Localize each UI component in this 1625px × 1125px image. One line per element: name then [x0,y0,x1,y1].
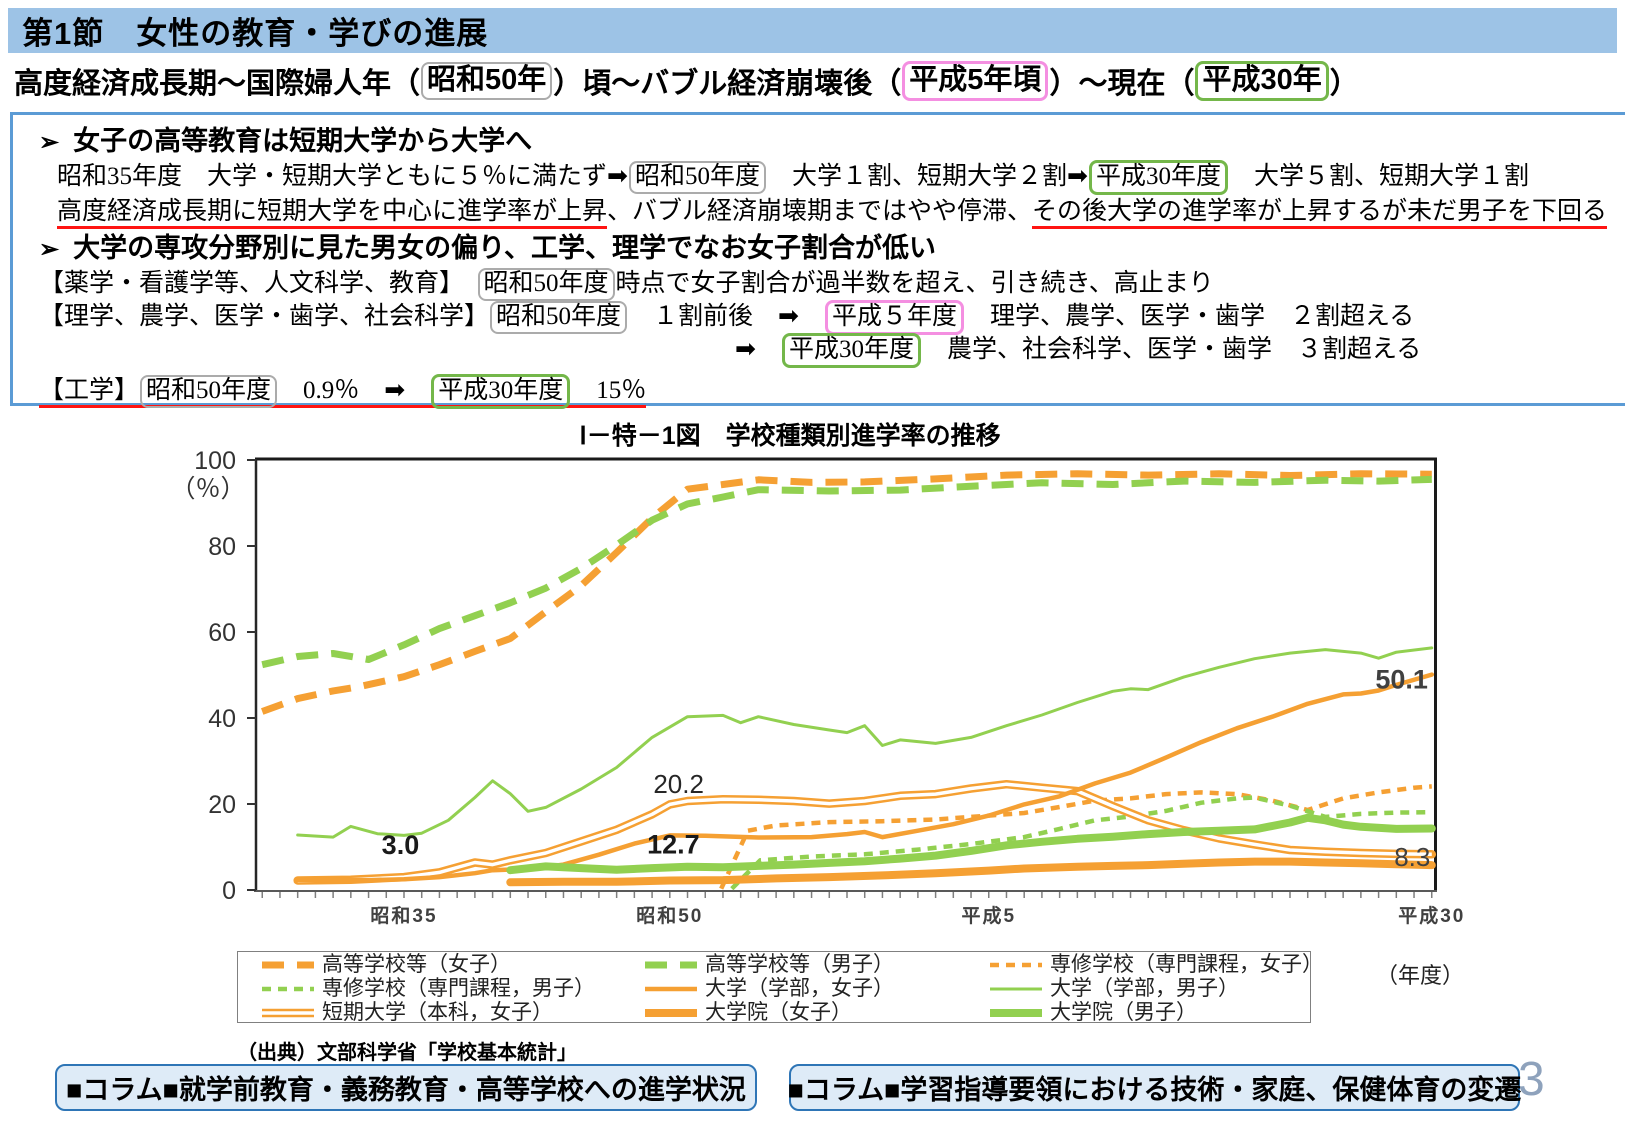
legend-swatch-univ-m [988,979,1044,995]
chart-source: （出典）文部科学省「学校基本統計」 [237,1042,577,1064]
y-tick-label: 80 [208,533,236,561]
legend-item: 大学（学部，男子） [988,972,1334,1002]
legend-swatch-grad-f [643,1003,699,1019]
page-number: 3 [1518,1053,1545,1106]
legend-item: 専修学校（専門課程，女子） [988,948,1334,978]
legend-swatch-hs-m [643,955,699,971]
era-box: 平成５年度 [825,300,965,335]
era-box: 平成30年度 [1088,160,1228,195]
legend-line-sample [262,986,314,992]
column-note-1: ■コラム■就学前教育・義務教育・高等学校への進学状況 [55,1064,757,1111]
era-box: 昭和50年度 [628,161,766,194]
legend-item: 短期大学（本科，女子） [260,996,643,1026]
right-arrow-icon: ➡ [1067,162,1088,190]
chart-series-grad_m [506,813,1436,875]
right-arrow-icon: ➡ [735,335,756,363]
legend-swatch-jc-f [260,1003,316,1019]
legend-line-sample [262,1008,314,1018]
bullet-2: ➢ 大学の専攻分野別に見た男女の偏り、工学、理学でなお女子割合が低い [39,233,937,263]
y-tick-label: 0 [222,877,236,905]
arrow-bullet-icon: ➢ [39,129,60,156]
legend-line-sample [645,986,697,992]
summary-box: ➢ 女子の高等教育は短期大学から大学へ 昭和35年度 大学・短期大学ともに５％に満… [10,112,1625,409]
red-underlined-text: 高度経済成長期に短期大学を中心に進学率が上昇 [57,198,608,229]
legend-line-sample [990,987,1042,991]
summary-line-2: 昭和35年度 大学・短期大学ともに５％に満たず➡ 昭和50年度 大学１割、短期大学… [57,160,1625,195]
summary-line-3: 高度経済成長期に短期大学を中心に進学率が上昇、バブル経済崩壊期まではやや停滞、そ… [57,193,1625,230]
era-box: 昭和50年度 [140,375,278,408]
right-arrow-icon: ➡ [607,162,628,190]
y-tick-label: 20 [208,791,236,819]
line-chart: 100806040200（％）昭和35（1960）昭和50（1975）平成5（1… [170,447,1465,925]
summary-line-6: 【理学、農学、医学・歯学、社会科学】 昭和50年度 １割前後 ➡ 平成５年度 理学… [39,300,1625,335]
legend-item: 高等学校等（男子） [643,948,988,978]
era-box-heisei5: 平成5年頃 [902,61,1049,101]
column-note-2: ■コラム■学習指導要領における技術・家庭、保健体育の変遷 [788,1064,1521,1111]
legend-line-sample [262,961,314,969]
red-underlined-text: 【工学】 昭和50年度 0.9％ ➡ 平成30年度 15％ [39,374,647,409]
legend-swatch-grad-m [988,1003,1044,1019]
section-title: 第1節 女性の教育・学びの進展 [22,16,489,51]
data-label-20.2: 20.2 [653,769,704,799]
chart-series-univ_m [296,646,1434,839]
y-axis-unit: （％） [170,475,245,503]
era-box: 昭和50年度 [490,301,628,334]
y-tick-label: 40 [208,705,236,733]
subtitle-text: 高度経済成長期～国際婦人年（ [14,68,421,100]
arrow-bullet-icon: ➢ [39,236,60,263]
era-box-showa50: 昭和50年 [421,62,553,100]
era-box: 昭和50年度 [477,268,615,301]
legend-line-sample [990,962,1042,968]
legend-item: 高等学校等（女子） [260,948,643,978]
right-arrow-icon: ➡ [778,302,799,330]
legend-swatch-senshu-f [988,955,1044,971]
legend-line-sample [645,961,697,969]
legend-item: 大学（学部，女子） [643,972,988,1002]
x-tick-label: 昭和35 [370,904,437,925]
chart-series-hs_f [261,470,1432,715]
era-box: 平成30年度 [781,333,921,368]
summary-line-7: ➡ 平成30年度 農学、社会科学、医学・歯学 ３割超える [735,333,1625,368]
legend-item: 大学院（男子） [988,996,1334,1026]
era-box-heisei30: 平成30年 [1195,61,1329,101]
x-axis-unit-label: （年度） [1376,963,1465,988]
chart-legend: 高等学校等（女子） 高等学校等（男子） 専修学校（専門課程，女子） 専修学校（専… [237,948,1323,1026]
chart-title: Ⅰ－特－1図 学校種類別進学率の推移 [579,422,1001,450]
data-label-3.0: 3.0 [382,830,420,860]
x-tick-label: 昭和50 [636,904,703,925]
legend-swatch-hs-f [260,955,316,971]
summary-line-5: 【薬学・看護学等、人文科学、教育】 昭和50年度 時点で女子割合が過半数を超え、引… [39,267,1625,301]
era-box: 平成30年度 [431,374,571,409]
legend-line-sample [645,1009,697,1017]
x-tick-label: 平成30 [1398,904,1465,925]
legend-item: 大学院（女子） [643,996,988,1026]
red-underlined-text: その後大学の進学率が上昇するが未だ男子を下回る [1032,198,1608,229]
period-subtitle: 高度経済成長期～国際婦人年（ 昭和50年 ）頃～バブル経済崩壊後（ 平成5年頃 ）～現在… [14,57,1614,105]
legend-item: 専修学校（専門課程，男子） [260,972,643,1002]
y-tick-label: 100 [194,447,236,475]
legend-line-sample [990,1009,1042,1017]
section-title-bar: 第1節 女性の教育・学びの進展 [8,8,1617,53]
data-label-12.7: 12.7 [647,829,700,859]
x-tick-label: 平成5 [961,904,1016,925]
chart-series-senshu_f [719,784,1432,890]
legend-swatch-senshu-m [260,979,316,995]
data-label-50.1: 50.1 [1375,664,1428,694]
bullet-1: ➢ 女子の高等教育は短期大学から大学へ [39,126,533,156]
chart-series-grad_f [506,857,1436,887]
summary-line-8: 【工学】 昭和50年度 0.9％ ➡ 平成30年度 15％ [39,372,1625,409]
right-arrow-icon: ➡ [384,376,406,404]
legend-swatch-univ-f [643,979,699,995]
chart-series-hs_m [261,475,1432,669]
y-tick-label: 60 [208,619,236,647]
chart-series-jc_f-inner [297,782,1432,883]
data-label-8.3: 8.3 [1394,842,1430,872]
